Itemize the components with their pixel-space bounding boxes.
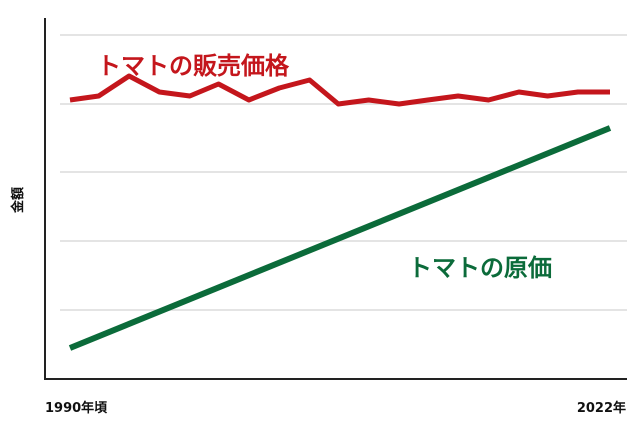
grid-lines	[60, 34, 627, 311]
series-line-cost	[68, 125, 612, 351]
y-axis-label: 金額	[10, 187, 26, 214]
series-label-cost: トマトの原価	[408, 254, 552, 282]
series-label-sales-price: トマトの販売価格	[97, 52, 290, 80]
series-line-sales-price	[69, 73, 610, 107]
x-tick-label-end: 2022年	[577, 400, 626, 416]
x-tick-label-start: 1990年頃	[45, 400, 108, 416]
series-lines	[68, 73, 612, 351]
